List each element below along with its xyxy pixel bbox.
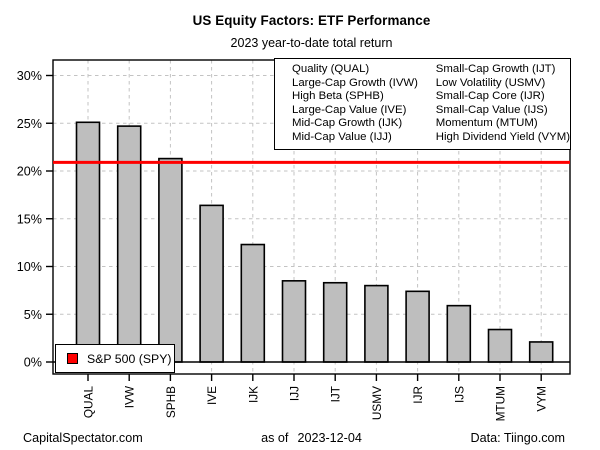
as-of-label: as of [261,431,289,445]
x-tick-label-MTUM: MTUM [494,386,508,421]
x-tick-label-IJK: IJK [246,386,260,403]
legend-item: Low Volatility (USMV) [435,76,546,89]
y-tick-label: 0% [24,356,42,370]
legend-item: Mid-Cap Value (IJJ) [292,130,392,143]
legend-item: Small-Cap Growth (IJT) [435,63,556,75]
x-tick-label-VYM: VYM [535,386,549,412]
sp500-red-swatch-icon [67,353,78,364]
bar-SPHB [158,157,183,363]
bar-IJJ [281,280,307,363]
x-tick-label-SPHB: SPHB [164,386,178,418]
legend-item: Mid-Cap Growth (IJK) [292,117,403,130]
x-tick-label-IJR: IJR [411,386,425,404]
legend-item: High Dividend Yield (VYM) [435,130,570,143]
sp500-legend-label: S&P 500 (SPY) [87,351,172,366]
bar-USMV [364,284,389,363]
legend-item: Small-Cap Core (IJR) [435,90,545,103]
bar-IJR [405,290,430,363]
y-tick-label: 10% [17,260,42,274]
etf-legend-column-left: Quality (QUAL) Large-Cap Growth (IVW) Hi… [292,63,436,149]
bar-IJK [240,243,266,363]
x-tick-label-IVE: IVE [205,386,219,405]
x-tick-label-USMV: USMV [370,386,384,420]
y-tick-label: 5% [24,308,42,322]
sp500-legend-box: S&P 500 (SPY) [55,344,175,373]
y-tick-label: 20% [17,165,42,179]
legend-item: Quality (QUAL) [292,63,370,75]
etf-ticker-legend-box: Quality (QUAL) Large-Cap Growth (IVW) Hi… [274,58,571,150]
bar-IVE [199,204,224,363]
x-tick-label-IJS: IJS [452,386,466,403]
bar-IJS [446,304,472,363]
as-of-date-line: as of 2023-12-04 [53,431,570,445]
chart-title: US Equity Factors: ETF Performance [192,13,431,28]
x-tick-label-IJJ: IJJ [288,386,302,401]
bar-VYM [528,341,554,363]
bar-MTUM [487,328,513,363]
legend-item: Momentum (MTUM) [435,117,538,130]
data-source-label: Data: Tiingo.com [470,431,566,445]
chart-subtitle: 2023 year-to-date total return [230,36,393,50]
x-tick-label-IJT: IJT [329,386,343,402]
legend-item: Small-Cap Value (IJS) [435,103,548,116]
x-tick-label-QUAL: QUAL [82,386,96,419]
as-of-date: 2023-12-04 [297,431,362,445]
y-tick-label: 30% [17,69,42,83]
bar-QUAL [75,121,101,363]
legend-item: Large-Cap Value (IVE) [292,103,407,116]
x-tick-label-IVW: IVW [123,385,137,408]
legend-item: High Beta (SPHB) [292,90,384,103]
bar-IJT [322,281,348,363]
etf-legend-column-right: Small-Cap Growth (IJT) Low Volatility (U… [436,63,570,149]
source-site-label: CapitalSpectator.com [23,431,143,445]
legend-item: Large-Cap Growth (IVW) [292,76,418,89]
y-tick-label: 15% [17,212,42,226]
y-tick-label: 25% [17,117,42,131]
